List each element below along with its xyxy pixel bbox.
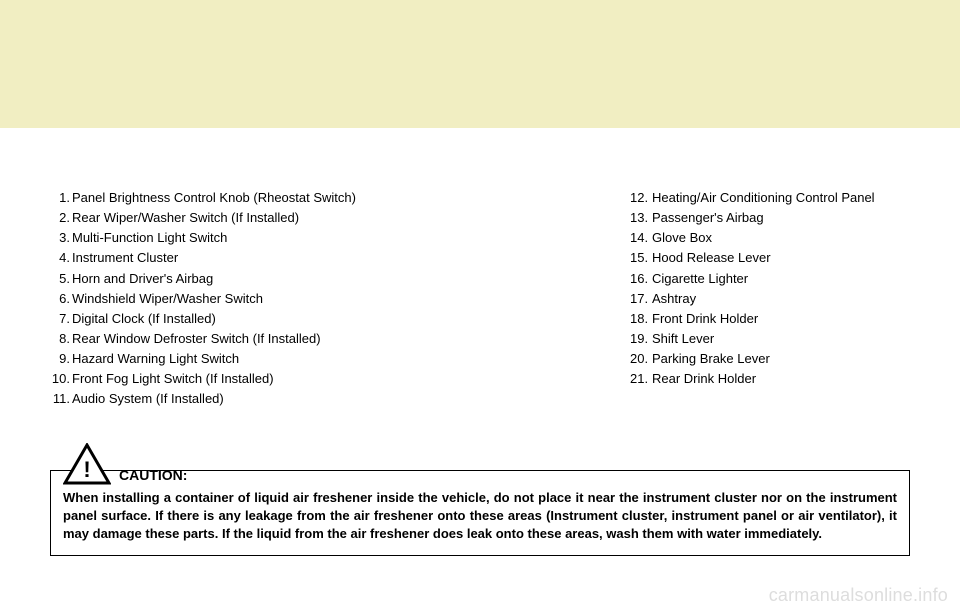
- list-text: Rear Wiper/Washer Switch (If Installed): [72, 208, 630, 228]
- list-number: 13.: [630, 208, 652, 228]
- list-item: 1.Panel Brightness Control Knob (Rheosta…: [50, 188, 630, 208]
- list-item: 8.Rear Window Defroster Switch (If Insta…: [50, 329, 630, 349]
- list-text: Hood Release Lever: [652, 248, 910, 268]
- caution-label: CAUTION:: [119, 467, 187, 483]
- list-number: 9.: [50, 349, 72, 369]
- list-text: Heating/Air Conditioning Control Panel: [652, 188, 910, 208]
- caution-header: ! CAUTION:: [63, 443, 897, 485]
- list-number: 17.: [630, 289, 652, 309]
- list-item: 7.Digital Clock (If Installed): [50, 309, 630, 329]
- list-text: Passenger's Airbag: [652, 208, 910, 228]
- list-text: Audio System (If Installed): [72, 389, 630, 409]
- list-text: Panel Brightness Control Knob (Rheostat …: [72, 188, 630, 208]
- list-text: Rear Drink Holder: [652, 369, 910, 389]
- list-number: 19.: [630, 329, 652, 349]
- list-number: 20.: [630, 349, 652, 369]
- list-text: Cigarette Lighter: [652, 269, 910, 289]
- list-text: Windshield Wiper/Washer Switch: [72, 289, 630, 309]
- content-area: 1.Panel Brightness Control Knob (Rheosta…: [0, 128, 960, 576]
- list-text: Glove Box: [652, 228, 910, 248]
- list-text: Hazard Warning Light Switch: [72, 349, 630, 369]
- list-item: 18.Front Drink Holder: [630, 309, 910, 329]
- list-item: 21.Rear Drink Holder: [630, 369, 910, 389]
- list-item: 10.Front Fog Light Switch (If Installed): [50, 369, 630, 389]
- list-number: 7.: [50, 309, 72, 329]
- list-number: 8.: [50, 329, 72, 349]
- caution-box: ! CAUTION: When installing a container o…: [50, 470, 910, 557]
- svg-text:!: !: [83, 457, 90, 482]
- list-number: 21.: [630, 369, 652, 389]
- caution-text: When installing a container of liquid ai…: [63, 489, 897, 544]
- list-number: 12.: [630, 188, 652, 208]
- left-column: 1.Panel Brightness Control Knob (Rheosta…: [50, 188, 630, 410]
- list-item: 9.Hazard Warning Light Switch: [50, 349, 630, 369]
- list-item: 11.Audio System (If Installed): [50, 389, 630, 409]
- list-number: 2.: [50, 208, 72, 228]
- warning-triangle-icon: !: [63, 443, 111, 485]
- list-item: 3.Multi-Function Light Switch: [50, 228, 630, 248]
- list-number: 4.: [50, 248, 72, 268]
- list-text: Front Fog Light Switch (If Installed): [72, 369, 630, 389]
- list-item: 12.Heating/Air Conditioning Control Pane…: [630, 188, 910, 208]
- list-number: 10.: [50, 369, 72, 389]
- list-text: Rear Window Defroster Switch (If Install…: [72, 329, 630, 349]
- list-text: Front Drink Holder: [652, 309, 910, 329]
- watermark-text: carmanualsonline.info: [769, 585, 948, 606]
- list-text: Horn and Driver's Airbag: [72, 269, 630, 289]
- header-band: [0, 0, 960, 128]
- list-item: 20.Parking Brake Lever: [630, 349, 910, 369]
- list-item: 4.Instrument Cluster: [50, 248, 630, 268]
- list-item: 16.Cigarette Lighter: [630, 269, 910, 289]
- right-column: 12.Heating/Air Conditioning Control Pane…: [630, 188, 910, 410]
- list-item: 19.Shift Lever: [630, 329, 910, 349]
- list-item: 14.Glove Box: [630, 228, 910, 248]
- list-number: 3.: [50, 228, 72, 248]
- list-item: 15.Hood Release Lever: [630, 248, 910, 268]
- list-number: 18.: [630, 309, 652, 329]
- list-text: Ashtray: [652, 289, 910, 309]
- list-text: Digital Clock (If Installed): [72, 309, 630, 329]
- list-item: 6.Windshield Wiper/Washer Switch: [50, 289, 630, 309]
- list-text: Parking Brake Lever: [652, 349, 910, 369]
- list-text: Shift Lever: [652, 329, 910, 349]
- list-text: Multi-Function Light Switch: [72, 228, 630, 248]
- list-item: 13.Passenger's Airbag: [630, 208, 910, 228]
- columns-container: 1.Panel Brightness Control Knob (Rheosta…: [50, 188, 910, 410]
- list-number: 11.: [50, 389, 72, 409]
- list-number: 14.: [630, 228, 652, 248]
- list-number: 1.: [50, 188, 72, 208]
- list-text: Instrument Cluster: [72, 248, 630, 268]
- list-number: 16.: [630, 269, 652, 289]
- list-number: 15.: [630, 248, 652, 268]
- list-number: 6.: [50, 289, 72, 309]
- list-item: 5.Horn and Driver's Airbag: [50, 269, 630, 289]
- list-item: 2.Rear Wiper/Washer Switch (If Installed…: [50, 208, 630, 228]
- list-number: 5.: [50, 269, 72, 289]
- list-item: 17.Ashtray: [630, 289, 910, 309]
